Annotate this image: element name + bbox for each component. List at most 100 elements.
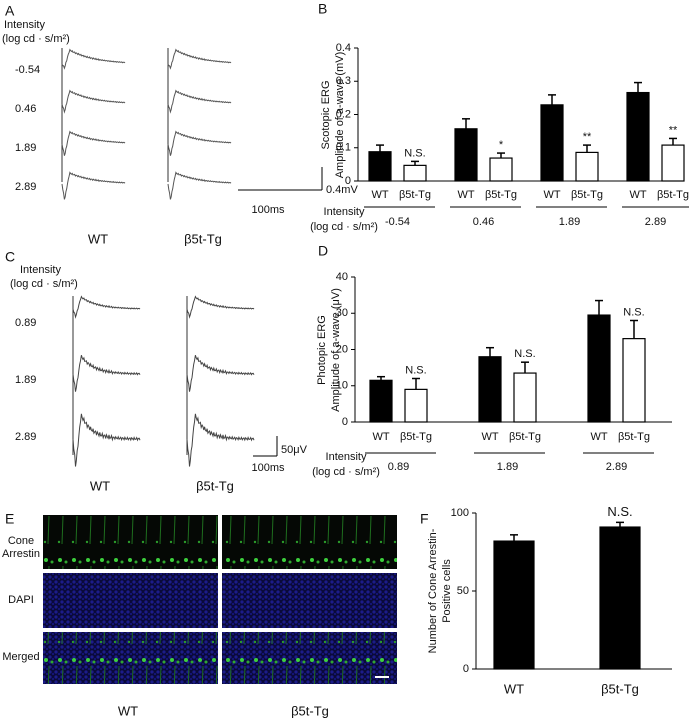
bar: [403, 164, 427, 182]
row-label: Arrestin: [2, 548, 40, 560]
erg-trace: [72, 295, 141, 319]
bar: [369, 379, 393, 423]
group-label: WT: [118, 703, 138, 718]
panel-c: C Intensity (log cd · s/m²) 50μV 100ms W…: [5, 249, 308, 494]
intensity-label: (log cd · s/m²): [2, 33, 70, 45]
erg-trace: [72, 413, 141, 467]
intensity-value: 1.89: [15, 142, 36, 154]
x-tick-label: WT: [371, 189, 388, 201]
erg-trace: [167, 48, 232, 70]
bar: [626, 91, 650, 182]
erg-trace: [186, 295, 255, 319]
significance-label: N.S.: [623, 306, 644, 318]
intensity-label: (log cd · s/m²): [10, 278, 78, 290]
x-tick-label: WT: [481, 431, 498, 443]
scale-label: 100ms: [251, 462, 285, 474]
erg-trace: [186, 413, 255, 467]
y-tick-label: 20: [336, 343, 348, 355]
y-axis-label: Photopic ERG: [316, 315, 328, 385]
y-tick-label: 10: [336, 380, 348, 392]
erg-trace: [167, 130, 232, 156]
intensity-value: 0.89: [15, 317, 36, 329]
group-label: 2.89: [606, 461, 627, 473]
group-label: -0.54: [385, 216, 410, 228]
significance-label: **: [669, 124, 678, 136]
group-label: 0.89: [388, 461, 409, 473]
micrograph-signal: [222, 632, 397, 684]
erg-trace: [61, 89, 126, 114]
row-label: DAPI: [8, 594, 34, 606]
y-tick-label: 0.4: [336, 42, 351, 54]
intensity-label: Intensity: [20, 264, 61, 276]
x-tick-label: β5t-Tg: [657, 189, 689, 201]
bar: [587, 314, 611, 423]
micrograph-signal: [222, 515, 397, 569]
intensity-label: Intensity: [4, 19, 45, 31]
x-tick-label: β5t-Tg: [400, 431, 432, 443]
erg-trace: [167, 171, 232, 200]
x-tick-label: WT: [457, 189, 474, 201]
y-tick-label: 0: [342, 416, 348, 428]
y-tick-label: 0.1: [336, 142, 351, 154]
bar: [599, 526, 641, 670]
panel-letter: C: [5, 249, 15, 265]
y-axis-label: Amplitude of a-wave (mV): [334, 52, 346, 179]
x-tick-label: β5t-Tg: [399, 189, 431, 201]
intensity-value: 1.89: [15, 374, 36, 386]
micrograph-signal: [43, 515, 218, 569]
intensity-label: Intensity: [326, 451, 367, 463]
bar: [489, 157, 513, 182]
group-label: WT: [90, 478, 110, 493]
group-label: β5t-Tg: [291, 703, 329, 718]
intensity-value: 2.89: [15, 181, 36, 193]
x-tick-label: β5t-Tg: [509, 431, 541, 443]
x-tick-label: β5t-Tg: [601, 681, 639, 696]
y-tick-label: 0: [345, 175, 351, 187]
panel-letter: B: [318, 1, 327, 17]
significance-label: N.S.: [514, 348, 535, 360]
panel-letter: A: [5, 3, 15, 19]
scale-label: 0.4mV: [326, 184, 358, 196]
group-label: 0.46: [473, 216, 494, 228]
x-tick-label: WT: [504, 681, 524, 696]
y-tick-label: 0.3: [336, 75, 351, 87]
significance-label: **: [583, 131, 592, 143]
x-tick-label: WT: [543, 189, 560, 201]
x-tick-label: WT: [372, 431, 389, 443]
micrograph: [222, 573, 397, 628]
erg-trace: [72, 355, 141, 392]
bar: [454, 128, 478, 182]
bar: [404, 388, 428, 423]
significance-label: N.S.: [405, 364, 426, 376]
y-tick-label: 100: [451, 507, 469, 519]
row-label: Merged: [2, 651, 39, 663]
x-tick-label: β5t-Tg: [571, 189, 603, 201]
bar: [575, 151, 599, 182]
y-tick-label: 30: [336, 307, 348, 319]
micrograph-signal: [43, 632, 218, 684]
scale-label: 50μV: [281, 444, 308, 456]
panel-a: A Intensity (log cd · s/m²) 0.4mV 100ms …: [2, 3, 358, 247]
intensity-label: Intensity: [324, 206, 365, 218]
panel-letter: E: [5, 511, 14, 527]
x-tick-label: β5t-Tg: [485, 189, 517, 201]
intensity-value: -0.54: [15, 64, 40, 76]
erg-trace: [186, 355, 255, 392]
bar: [513, 372, 537, 423]
y-tick-label: 0.2: [336, 108, 351, 120]
erg-trace: [167, 89, 232, 114]
group-label: WT: [88, 231, 108, 246]
intensity-value: 0.46: [15, 103, 36, 115]
group-label: 1.89: [559, 216, 580, 228]
panel-letter: D: [318, 243, 328, 259]
bar: [622, 338, 646, 423]
intensity-label: (log cd · s/m²): [310, 221, 378, 233]
bar: [368, 151, 392, 182]
intensity-value: 2.89: [15, 431, 36, 443]
erg-trace: [61, 171, 126, 200]
bar: [478, 356, 502, 423]
group-label: 2.89: [645, 216, 666, 228]
x-tick-label: β5t-Tg: [618, 431, 650, 443]
group-label: β5t-Tg: [184, 231, 222, 246]
